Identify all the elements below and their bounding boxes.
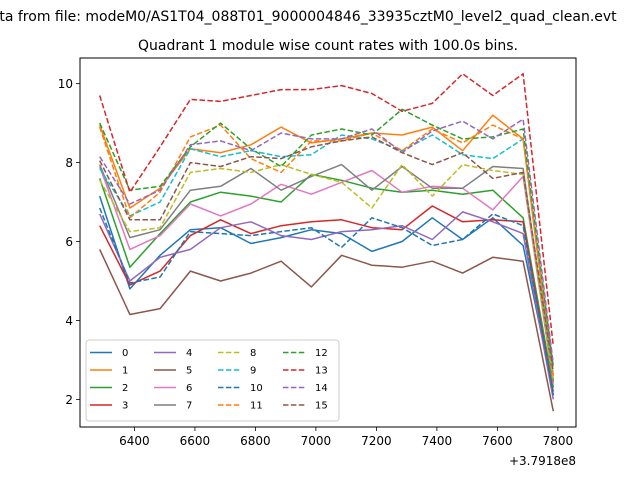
series-line-11	[98, 124, 555, 376]
x-tick-label: 7600	[482, 434, 513, 448]
series-line-13	[98, 73, 555, 347]
x-tick-label: 7400	[422, 434, 453, 448]
series-line-14	[99, 118, 555, 364]
series-line-5	[99, 249, 555, 412]
legend-label-1: 1	[122, 366, 128, 377]
series-line-12	[99, 108, 555, 368]
figure-suptitle: Data from file: modeM0/AS1T04_088T01_900…	[0, 9, 617, 25]
series-line-10	[99, 207, 555, 396]
series-line-15	[99, 136, 555, 372]
series-line-0	[98, 195, 555, 392]
y-tick-label: 2	[65, 393, 73, 407]
x-tick-label: 7800	[543, 434, 574, 448]
legend-label-8: 8	[250, 348, 256, 359]
legend-label-10: 10	[250, 383, 263, 394]
y-tick-label: 8	[65, 156, 73, 170]
y-tick-label: 4	[65, 314, 73, 328]
series-line-7	[99, 163, 555, 382]
series-line-2	[98, 173, 555, 388]
x-axis-offset-label: +3.7918e8	[509, 454, 576, 468]
legend-label-6: 6	[186, 383, 192, 394]
x-tick-label: 7000	[301, 434, 332, 448]
plot-area	[98, 73, 555, 412]
legend-label-0: 0	[122, 348, 128, 359]
series-line-9	[99, 134, 555, 376]
chart-title: Quadrant 1 module wise count rates with …	[138, 38, 518, 54]
legend-box	[85, 339, 340, 422]
legend-label-14: 14	[315, 383, 328, 394]
x-tick-label: 6600	[180, 434, 211, 448]
axes-frame	[79, 57, 577, 428]
series-line-8	[99, 163, 555, 380]
x-tick-label: 7200	[361, 434, 392, 448]
legend-label-9: 9	[250, 366, 256, 377]
y-axis: 2 4 6 8 10	[58, 77, 80, 407]
x-tick-label: 6400	[119, 434, 150, 448]
y-tick-label: 6	[65, 235, 73, 249]
legend-label-7: 7	[186, 401, 192, 412]
legend-label-2: 2	[122, 383, 128, 394]
legend-label-12: 12	[315, 348, 328, 359]
x-tick-label: 6800	[240, 434, 271, 448]
x-axis: 6400 6600 6800 7000 7200 7400 7600 7800	[119, 427, 573, 448]
y-tick-label: 10	[58, 77, 73, 91]
legend-label-4: 4	[186, 348, 192, 359]
legend-label-5: 5	[186, 366, 192, 377]
legend-label-11: 11	[250, 401, 263, 412]
series-line-6	[98, 166, 555, 384]
legend-label-13: 13	[315, 366, 328, 377]
legend-label-3: 3	[122, 401, 128, 412]
legend-label-15: 15	[315, 401, 328, 412]
